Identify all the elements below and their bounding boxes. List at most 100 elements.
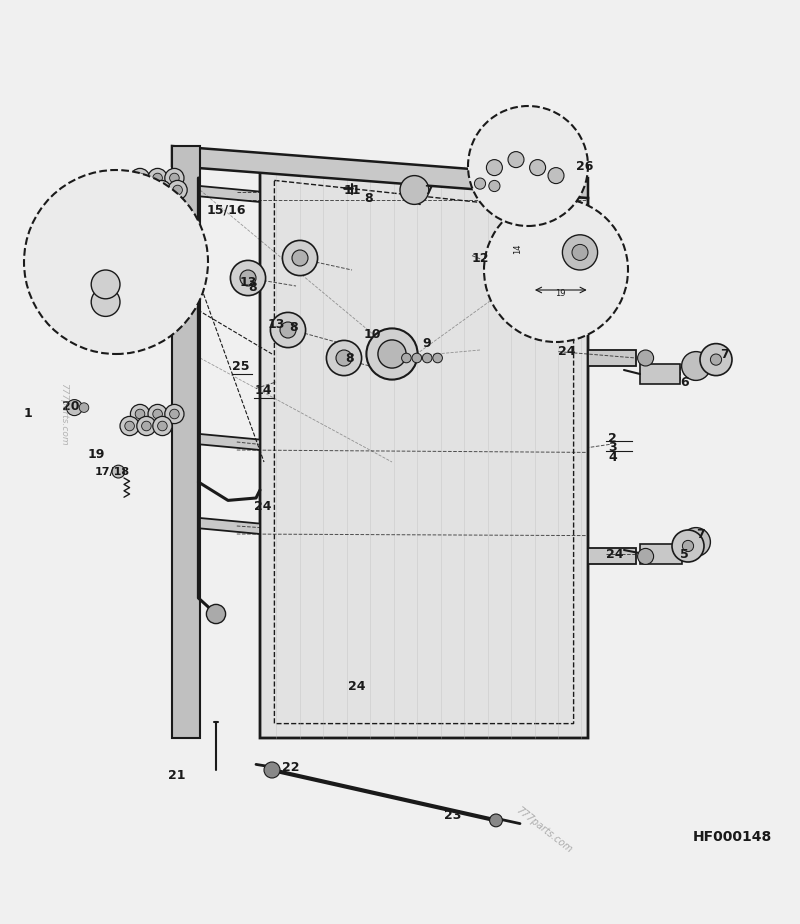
Text: 24: 24 [606, 548, 624, 561]
Circle shape [66, 399, 82, 416]
Text: 3: 3 [608, 441, 617, 454]
Circle shape [270, 312, 306, 347]
Text: 9: 9 [422, 337, 431, 350]
Circle shape [336, 350, 352, 366]
Circle shape [130, 168, 150, 188]
Circle shape [168, 180, 187, 200]
Text: 14: 14 [513, 244, 522, 254]
Circle shape [572, 245, 588, 261]
FancyBboxPatch shape [640, 364, 680, 383]
Circle shape [230, 261, 266, 296]
Circle shape [135, 173, 145, 183]
Circle shape [710, 354, 722, 365]
Text: 25: 25 [232, 359, 250, 372]
Text: 4: 4 [608, 451, 617, 464]
Circle shape [152, 180, 171, 200]
FancyBboxPatch shape [94, 226, 125, 306]
Text: 13: 13 [268, 318, 286, 331]
Circle shape [264, 762, 280, 778]
Text: 7: 7 [696, 528, 705, 541]
Text: HF000148: HF000148 [693, 831, 772, 845]
Circle shape [158, 421, 167, 431]
Circle shape [130, 405, 150, 423]
Text: 5: 5 [680, 548, 689, 561]
Text: 11: 11 [344, 184, 362, 197]
Circle shape [173, 185, 182, 195]
Text: 1: 1 [24, 407, 33, 420]
Circle shape [292, 250, 308, 266]
Circle shape [120, 417, 139, 435]
Polygon shape [172, 146, 200, 738]
Text: 19: 19 [555, 288, 566, 298]
Circle shape [280, 322, 296, 338]
Circle shape [474, 178, 486, 189]
Circle shape [141, 185, 150, 195]
Text: 777parts.com: 777parts.com [514, 805, 574, 855]
Circle shape [486, 160, 502, 176]
Circle shape [433, 353, 442, 363]
Circle shape [402, 353, 411, 363]
Text: 13: 13 [240, 276, 258, 289]
Text: 15/16: 15/16 [206, 203, 246, 216]
Circle shape [142, 421, 151, 431]
Circle shape [508, 152, 524, 167]
Text: 24: 24 [348, 679, 366, 692]
Circle shape [468, 106, 588, 226]
FancyBboxPatch shape [640, 543, 682, 564]
Text: 8: 8 [346, 351, 354, 364]
Polygon shape [200, 518, 260, 534]
Text: 7: 7 [720, 347, 729, 360]
Circle shape [530, 160, 546, 176]
Polygon shape [200, 434, 260, 450]
Text: 6: 6 [680, 375, 689, 388]
Text: 8: 8 [248, 281, 257, 294]
Circle shape [91, 287, 120, 316]
Circle shape [378, 340, 406, 368]
Circle shape [366, 328, 418, 380]
Circle shape [638, 350, 654, 366]
Circle shape [118, 180, 138, 200]
Text: 2: 2 [608, 432, 617, 444]
Text: 8: 8 [290, 322, 298, 334]
Circle shape [125, 421, 134, 431]
Text: 22: 22 [282, 761, 299, 774]
Text: 19: 19 [88, 447, 106, 460]
FancyBboxPatch shape [0, 57, 800, 867]
Text: 24: 24 [254, 500, 272, 513]
Circle shape [412, 353, 422, 363]
Circle shape [422, 353, 432, 363]
Circle shape [165, 405, 184, 423]
Text: 8: 8 [364, 191, 373, 204]
Circle shape [148, 405, 167, 423]
Circle shape [638, 549, 654, 565]
Text: 24: 24 [558, 345, 576, 359]
Polygon shape [588, 549, 636, 565]
Circle shape [282, 240, 318, 275]
Circle shape [682, 352, 710, 381]
Circle shape [153, 409, 162, 419]
Circle shape [153, 173, 162, 183]
Circle shape [112, 465, 125, 478]
Text: 26: 26 [576, 160, 594, 173]
Circle shape [489, 180, 500, 191]
Text: 777parts.com: 777parts.com [59, 383, 69, 445]
Circle shape [157, 185, 166, 195]
Circle shape [165, 168, 184, 188]
Circle shape [682, 541, 694, 552]
Circle shape [148, 168, 167, 188]
Circle shape [548, 167, 564, 184]
Text: 17/18: 17/18 [94, 467, 130, 477]
Circle shape [170, 173, 179, 183]
Text: 20: 20 [62, 399, 80, 412]
Circle shape [123, 185, 133, 195]
Text: 21: 21 [168, 769, 186, 782]
Text: 7: 7 [424, 184, 433, 197]
Circle shape [326, 340, 362, 375]
Circle shape [484, 198, 628, 342]
Polygon shape [172, 146, 588, 198]
Circle shape [240, 270, 256, 286]
Circle shape [206, 604, 226, 624]
Circle shape [682, 528, 710, 556]
Circle shape [490, 814, 502, 827]
Text: 23: 23 [444, 809, 462, 822]
